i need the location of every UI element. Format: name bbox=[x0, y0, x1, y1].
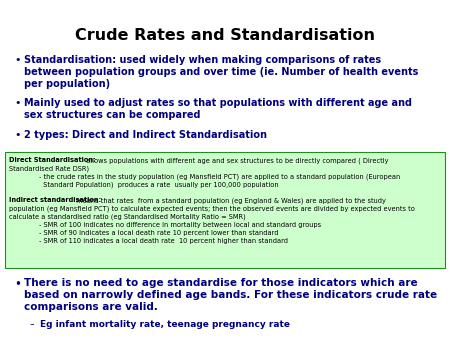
Text: - SMR of 110 indicates a local death rate  10 percent higher than standard: - SMR of 110 indicates a local death rat… bbox=[39, 238, 288, 244]
Text: Mainly used to adjust rates so that populations with different age and
sex struc: Mainly used to adjust rates so that popu… bbox=[24, 98, 412, 120]
Text: allows populations with different age and sex structures to be directly compared: allows populations with different age an… bbox=[84, 157, 388, 164]
Text: - the crude rates in the study population (eg Mansfield PCT) are applied to a st: - the crude rates in the study populatio… bbox=[39, 174, 400, 180]
Text: Direct Standardisation:: Direct Standardisation: bbox=[9, 157, 96, 163]
Text: Standardisation: used widely when making comparisons of rates
between population: Standardisation: used widely when making… bbox=[24, 55, 418, 89]
Text: - SMR of 100 indicates no difference in mortality between local and standard gro: - SMR of 100 indicates no difference in … bbox=[39, 222, 321, 228]
Text: •: • bbox=[14, 55, 21, 65]
Text: means that rates  from a standard population (eg England & Wales) are applied to: means that rates from a standard populat… bbox=[74, 197, 386, 203]
Text: Eg infant mortality rate, teenage pregnancy rate: Eg infant mortality rate, teenage pregna… bbox=[40, 320, 290, 329]
Text: •: • bbox=[14, 278, 21, 291]
Text: –: – bbox=[30, 320, 35, 329]
Text: Standard Population)  produces a rate  usually per 100,000 population: Standard Population) produces a rate usu… bbox=[39, 182, 279, 189]
Text: - SMR of 90 indicates a local death rate 10 percent lower than standard: - SMR of 90 indicates a local death rate… bbox=[39, 230, 279, 236]
Text: There is no need to age standardise for those indicators which are
based on narr: There is no need to age standardise for … bbox=[24, 278, 437, 312]
Text: 2 types: Direct and Indirect Standardisation: 2 types: Direct and Indirect Standardisa… bbox=[24, 130, 267, 140]
Text: Indirect standardisation:: Indirect standardisation: bbox=[9, 197, 101, 203]
Text: •: • bbox=[14, 98, 21, 108]
Text: calculate a standardised ratio (eg Standardised Mortality Ratio = SMR): calculate a standardised ratio (eg Stand… bbox=[9, 213, 246, 219]
Text: Standardised Rate DSR): Standardised Rate DSR) bbox=[9, 165, 89, 171]
Text: Crude Rates and Standardisation: Crude Rates and Standardisation bbox=[75, 28, 375, 43]
Text: population (eg Mansfield PCT) to calculate expected events; then the observed ev: population (eg Mansfield PCT) to calcula… bbox=[9, 205, 415, 212]
Text: •: • bbox=[14, 130, 21, 140]
FancyBboxPatch shape bbox=[5, 152, 445, 268]
